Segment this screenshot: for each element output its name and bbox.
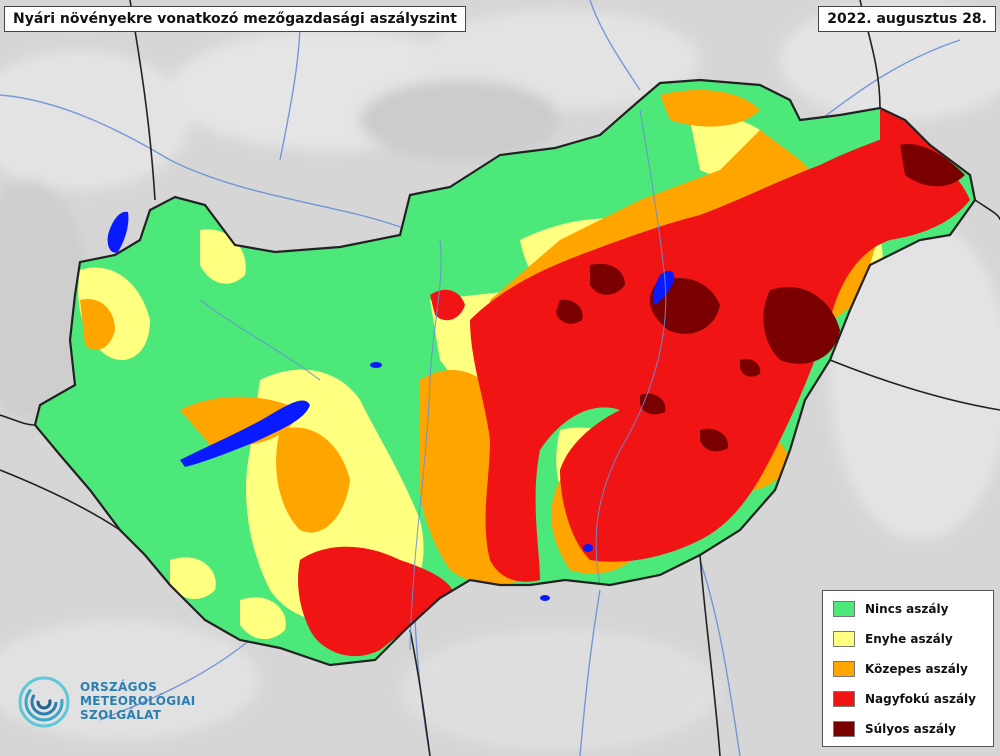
legend-label: Nincs aszály xyxy=(865,602,949,616)
legend-swatch xyxy=(833,631,855,647)
severe-drought-areas xyxy=(298,109,970,657)
legend-item: Közepes aszály xyxy=(823,654,993,684)
lakes xyxy=(107,211,675,601)
legend-swatch xyxy=(833,601,855,617)
legend-swatch xyxy=(833,661,855,677)
lake-velence xyxy=(370,362,382,368)
omsz-logo: ORSZÁGOS METEOROLÓGIAI SZOLGÁLAT xyxy=(72,680,196,722)
logo-text: ORSZÁGOS METEOROLÓGIAI SZOLGÁLAT xyxy=(80,680,196,722)
legend-label: Enyhe aszály xyxy=(865,632,953,646)
hungary-border xyxy=(33,78,977,667)
lake-ferto xyxy=(107,211,129,253)
legend: Nincs aszály Enyhe aszály Közepes aszály Na… xyxy=(822,590,994,747)
legend-item: Nincs aszály xyxy=(823,594,993,624)
map-date: 2022. augusztus 28. xyxy=(818,6,996,32)
legend-label: Közepes aszály xyxy=(865,662,968,676)
legend-swatch xyxy=(833,691,855,707)
legend-label: Nagyfokú aszály xyxy=(865,692,976,706)
lake-tisza xyxy=(652,270,675,305)
legend-swatch xyxy=(833,721,855,737)
map-title: Nyári növényekre vonatkozó mezőgazdasági… xyxy=(4,6,466,32)
inner-rivers xyxy=(199,109,667,651)
lake-balaton xyxy=(180,400,310,467)
legend-label: Súlyos aszály xyxy=(865,722,956,736)
legend-item: Súlyos aszály xyxy=(823,714,993,744)
legend-item: Enyhe aszály xyxy=(823,624,993,654)
logo-line-2: METEOROLÓGIAI xyxy=(80,694,196,708)
legend-item: Nagyfokú aszály xyxy=(823,684,993,714)
logo-line-1: ORSZÁGOS xyxy=(80,680,158,694)
logo-line-3: SZOLGÁLAT xyxy=(80,708,162,722)
rivers xyxy=(0,0,961,756)
omsz-logo-icon xyxy=(18,676,70,728)
